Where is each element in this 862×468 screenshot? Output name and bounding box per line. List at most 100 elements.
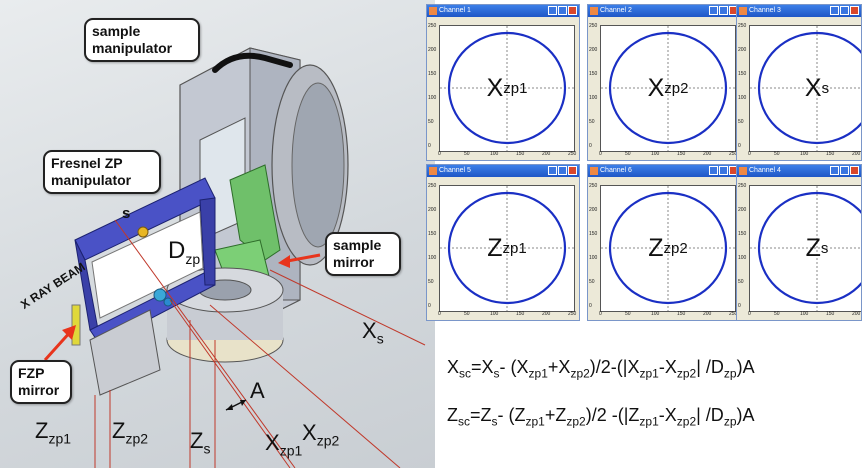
plot-svg bbox=[440, 26, 574, 151]
sample-mirror-arrowhead bbox=[278, 255, 290, 268]
equation-subscript: zp2 bbox=[570, 366, 590, 381]
window-app-icon bbox=[429, 7, 437, 15]
equation-subscript: sc bbox=[458, 414, 470, 429]
x-tick-label: 150 bbox=[677, 151, 686, 157]
minimize-icon[interactable] bbox=[830, 6, 839, 15]
y-tick-label: 250 bbox=[738, 23, 747, 29]
y-tick-label: 250 bbox=[589, 183, 598, 189]
x-tick-label: 200 bbox=[703, 311, 712, 317]
equation-subscript: zp2 bbox=[566, 414, 586, 429]
x-tick-label: 200 bbox=[542, 151, 551, 157]
equation-text: - (X bbox=[499, 357, 529, 377]
window-titlebar[interactable]: Channel 4 bbox=[737, 165, 861, 177]
x-tick-label: 150 bbox=[826, 151, 835, 157]
y-tick-label: 250 bbox=[428, 183, 437, 189]
y-tick-label: 100 bbox=[738, 255, 747, 261]
equation-text: )/2-(|X bbox=[589, 357, 640, 377]
equation-subscript: zp1 bbox=[639, 366, 659, 381]
minimize-icon[interactable] bbox=[548, 6, 557, 15]
channel-label-sub: zp2 bbox=[664, 80, 689, 97]
window-controls bbox=[548, 6, 577, 15]
window-title: Channel 4 bbox=[749, 167, 781, 174]
y-tick-label: 0 bbox=[589, 303, 592, 309]
channel-label-main: Z bbox=[487, 234, 503, 262]
close-icon[interactable] bbox=[568, 166, 577, 175]
plot-svg bbox=[601, 186, 735, 311]
y-tick-label: 250 bbox=[738, 183, 747, 189]
x-tick-label: 50 bbox=[464, 311, 470, 317]
equation-subscript: sc bbox=[459, 366, 472, 381]
x-tick-label: 100 bbox=[800, 311, 809, 317]
xzp1-label: Xzp1 bbox=[265, 430, 303, 459]
minimize-icon[interactable] bbox=[830, 166, 839, 175]
zs-label: Zs bbox=[190, 428, 211, 457]
y-tick-label: 50 bbox=[738, 119, 744, 125]
close-icon[interactable] bbox=[850, 166, 859, 175]
y-tick-label: 150 bbox=[428, 71, 437, 77]
channel-label-main: Z bbox=[805, 234, 821, 262]
maximize-icon[interactable] bbox=[719, 166, 728, 175]
a-label: A bbox=[250, 378, 265, 403]
x-tick-label: 50 bbox=[625, 151, 631, 157]
minimize-icon[interactable] bbox=[709, 166, 718, 175]
maximize-icon[interactable] bbox=[840, 166, 849, 175]
equation-text: +X bbox=[547, 357, 571, 377]
close-icon[interactable] bbox=[568, 6, 577, 15]
window-titlebar[interactable]: Channel 5 bbox=[427, 165, 579, 177]
y-tick-label: 250 bbox=[589, 23, 598, 29]
minimize-icon[interactable] bbox=[548, 166, 557, 175]
x-tick-label: 50 bbox=[774, 151, 780, 157]
x-tick-label: 150 bbox=[826, 311, 835, 317]
equation-text: =X bbox=[471, 357, 494, 377]
channel-window-3[interactable]: Channel 3Xs25020015010050005010015020025… bbox=[736, 4, 862, 161]
channel-window-6[interactable]: Channel 4Zs25020015010050005010015020025… bbox=[736, 164, 862, 321]
plot-svg bbox=[750, 26, 861, 151]
window-titlebar[interactable]: Channel 3 bbox=[737, 5, 861, 17]
d-zp-label: Dzp bbox=[168, 237, 201, 267]
y-tick-label: 100 bbox=[589, 255, 598, 261]
maximize-icon[interactable] bbox=[558, 166, 567, 175]
window-app-icon bbox=[739, 167, 747, 175]
window-titlebar[interactable]: Channel 2 bbox=[588, 5, 740, 17]
x-tick-label: 250 bbox=[568, 151, 577, 157]
y-tick-label: 0 bbox=[428, 303, 431, 309]
sample-manipulator-callout: sample manipulator bbox=[84, 18, 200, 62]
equation-subscript: zp1 bbox=[525, 414, 545, 429]
x-tick-label: 100 bbox=[800, 151, 809, 157]
window-title: Channel 1 bbox=[439, 7, 471, 14]
x-tick-label: 50 bbox=[464, 151, 470, 157]
window-titlebar[interactable]: Channel 1 bbox=[427, 5, 579, 17]
maximize-icon[interactable] bbox=[558, 6, 567, 15]
y-tick-label: 200 bbox=[428, 207, 437, 213]
x-tick-label: 150 bbox=[516, 151, 525, 157]
equation-subscript: zp bbox=[723, 366, 737, 381]
minimize-icon[interactable] bbox=[709, 6, 718, 15]
plot-svg bbox=[750, 186, 861, 311]
scan-circle bbox=[757, 31, 861, 145]
equation-subscript: s bbox=[493, 366, 500, 381]
window-titlebar[interactable]: Channel 6 bbox=[588, 165, 740, 177]
equation-zsc: Zsc=Zs- (Zzp1+Zzp2)/2 -(|Zzp1-Xzp2| /Dzp… bbox=[447, 405, 755, 429]
window-controls bbox=[830, 6, 859, 15]
y-tick-label: 150 bbox=[738, 71, 747, 77]
maximize-icon[interactable] bbox=[719, 6, 728, 15]
fzp-mirror-support bbox=[89, 309, 161, 396]
y-tick-label: 200 bbox=[589, 47, 598, 53]
x-tick-label: 100 bbox=[651, 311, 660, 317]
apparatus-diagram: sample manipulator Fresnel ZP manipulator … bbox=[0, 0, 435, 468]
channel-label-sub: s bbox=[820, 240, 829, 257]
maximize-icon[interactable] bbox=[840, 6, 849, 15]
x-tick-label: 0 bbox=[748, 311, 751, 317]
channel-label-sub: zp1 bbox=[503, 80, 528, 97]
scan-circle bbox=[608, 191, 728, 305]
close-icon[interactable] bbox=[850, 6, 859, 15]
zzp1-label: Zzp1 bbox=[35, 418, 72, 447]
